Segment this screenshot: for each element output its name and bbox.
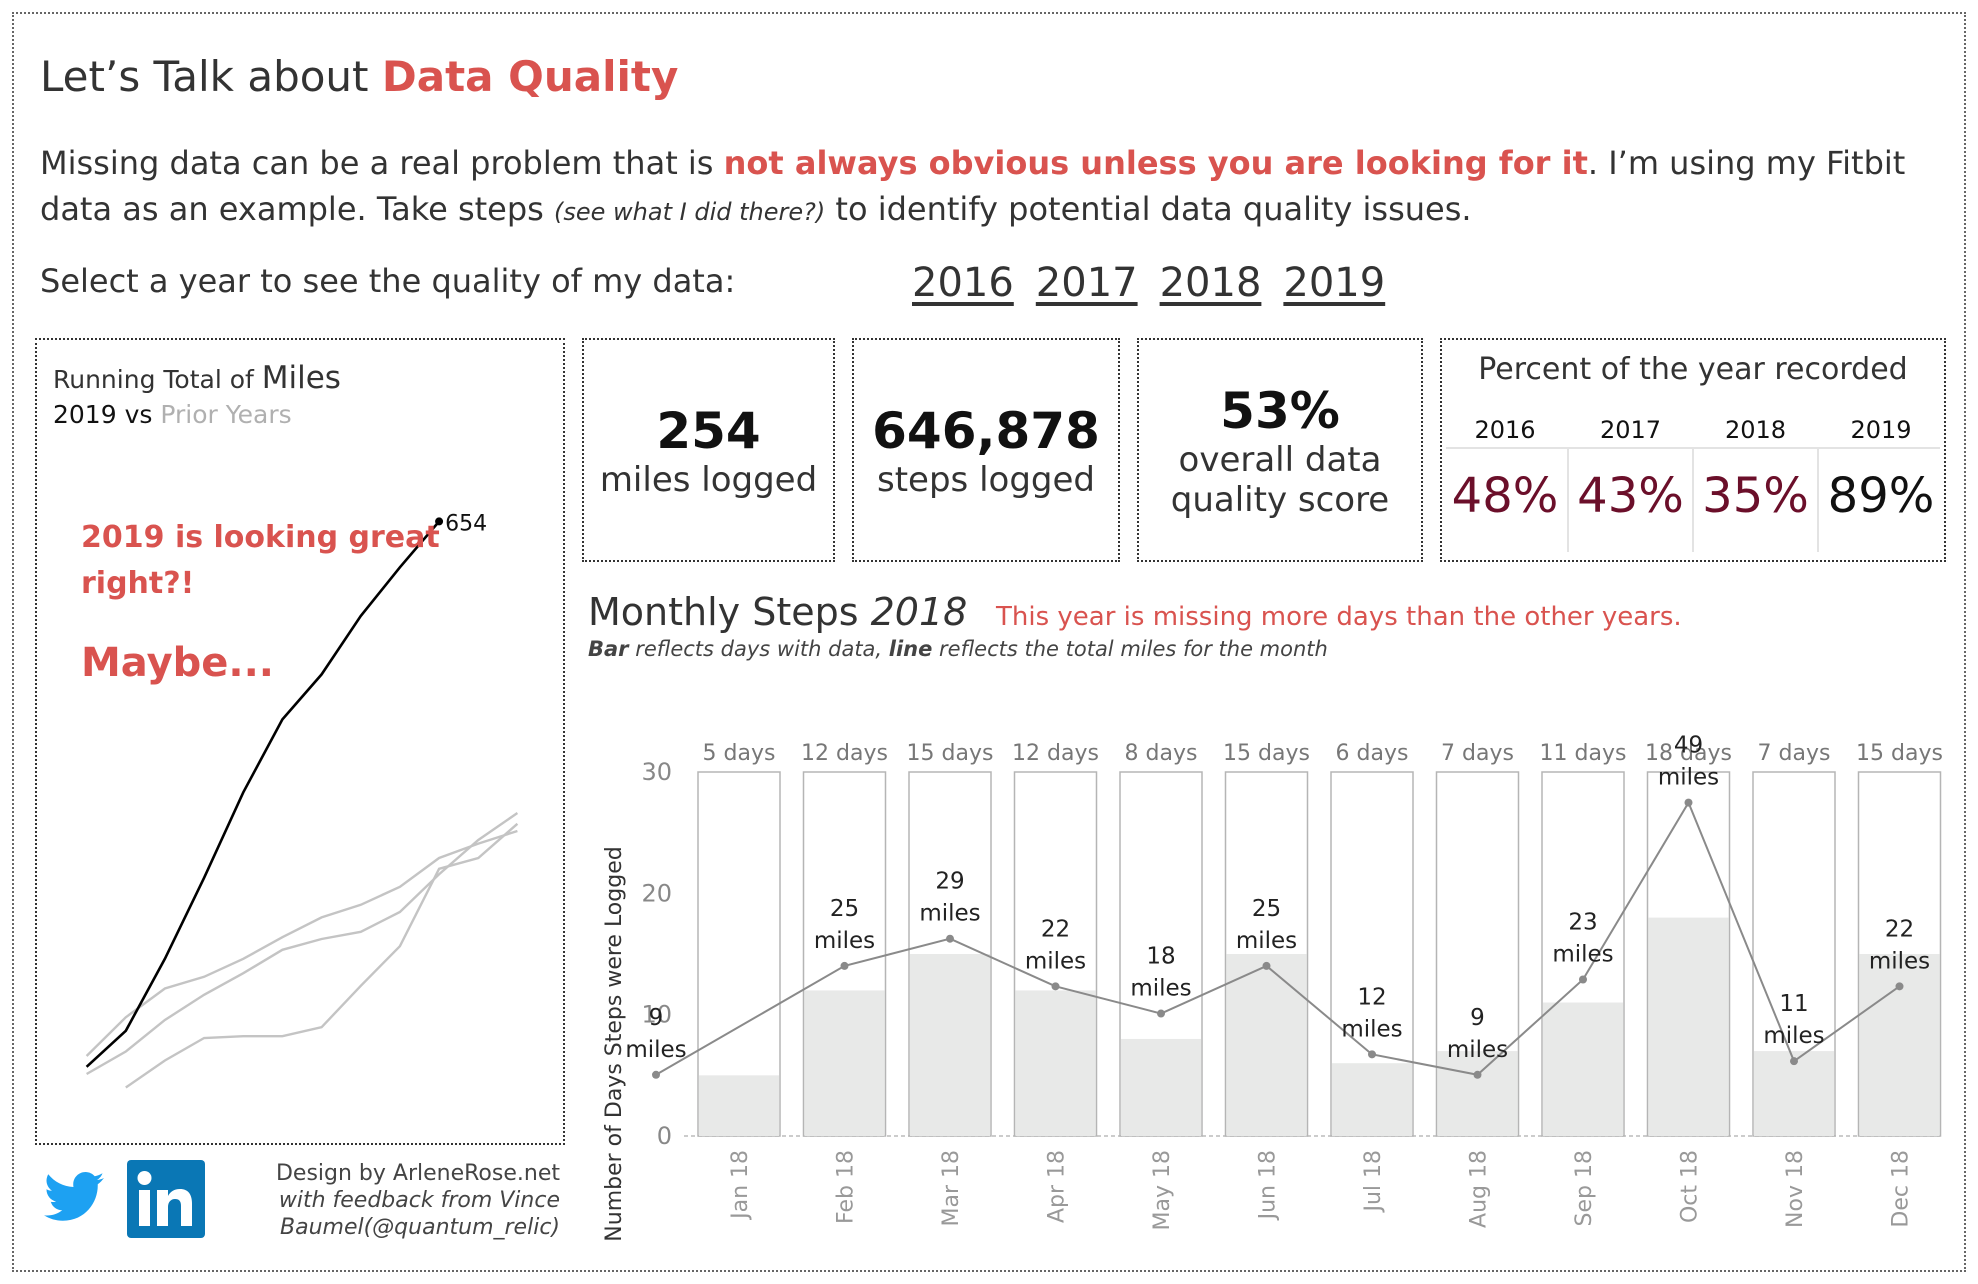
y-tick-label: 30: [641, 758, 672, 786]
x-tick-label: Sep 18: [1572, 1150, 1597, 1226]
miles-unit-label: miles: [1130, 976, 1191, 1002]
miles-value-label: 11: [1779, 991, 1808, 1017]
x-tick-label: Apr 18: [1045, 1150, 1070, 1223]
miles-unit-label: miles: [1025, 948, 1086, 974]
twitter-icon[interactable]: [44, 1172, 104, 1222]
miles-value-label: 25: [1252, 896, 1281, 922]
bar: [1649, 918, 1729, 1136]
footer-credit: Design by ArleneRose.net with feedback f…: [220, 1160, 560, 1241]
bar-days-label: 7 days: [1758, 741, 1831, 766]
bar: [910, 954, 990, 1136]
x-tick-label: Dec 18: [1889, 1150, 1914, 1228]
miles-point: [1263, 962, 1271, 970]
bar: [1438, 1051, 1518, 1136]
miles-point: [1896, 982, 1904, 990]
miles-point: [1474, 1071, 1482, 1079]
miles-value-label: 49: [1674, 733, 1703, 759]
x-tick-label: Aug 18: [1467, 1150, 1492, 1228]
linkedin-icon[interactable]: [127, 1160, 205, 1238]
bar: [1227, 954, 1307, 1136]
bar-days-label: 5 days: [703, 741, 776, 766]
x-tick-label: Mar 18: [939, 1150, 964, 1227]
miles-point: [1685, 799, 1693, 807]
bar-days-label: 8 days: [1125, 741, 1198, 766]
bar: [1332, 1063, 1412, 1136]
y-axis-title: Number of Days Steps were Logged: [602, 846, 627, 1241]
miles-unit-label: miles: [919, 901, 980, 927]
bar: [805, 990, 885, 1136]
miles-value-label: 9: [1470, 1005, 1485, 1031]
miles-unit-label: miles: [814, 928, 875, 954]
bar-days-label: 15 days: [907, 741, 994, 766]
miles-unit-label: miles: [1447, 1037, 1508, 1063]
miles-point: [1368, 1050, 1376, 1058]
miles-unit-label: miles: [1236, 928, 1297, 954]
x-tick-label: Jul 18: [1361, 1150, 1386, 1214]
bar-days-label: 6 days: [1336, 741, 1409, 766]
bar-days-label: 11 days: [1540, 741, 1627, 766]
y-tick-label: 0: [657, 1122, 672, 1150]
miles-point: [1790, 1057, 1798, 1065]
x-tick-label: Feb 18: [834, 1150, 859, 1224]
miles-unit-label: miles: [1341, 1016, 1402, 1042]
bar: [1016, 990, 1096, 1136]
miles-unit-label: miles: [1552, 942, 1613, 968]
credit-line-3: Baumel(@quantum_relic): [220, 1214, 560, 1241]
miles-value-label: 23: [1568, 910, 1597, 936]
miles-value-label: 18: [1146, 944, 1175, 970]
bar-days-label: 12 days: [1012, 741, 1099, 766]
miles-point: [841, 962, 849, 970]
x-tick-label: Nov 18: [1783, 1150, 1808, 1228]
miles-point: [652, 1071, 660, 1079]
miles-point: [1157, 1010, 1165, 1018]
miles-point: [1052, 982, 1060, 990]
miles-value-label: 22: [1885, 916, 1914, 942]
miles-unit-label: miles: [625, 1037, 686, 1063]
miles-unit-label: miles: [1763, 1023, 1824, 1049]
x-tick-label: May 18: [1150, 1150, 1175, 1230]
bar-days-label: 7 days: [1441, 741, 1514, 766]
bar-days-label: 15 days: [1856, 741, 1943, 766]
x-tick-label: Jan 18: [728, 1150, 753, 1221]
x-tick-label: Oct 18: [1678, 1150, 1703, 1223]
bar: [1543, 1003, 1623, 1136]
miles-value-label: 12: [1357, 984, 1386, 1010]
miles-value-label: 9: [649, 1005, 664, 1031]
miles-value-label: 25: [830, 896, 859, 922]
bar: [1860, 954, 1940, 1136]
x-tick-label: Jun 18: [1256, 1150, 1281, 1221]
credit-line-1: Design by ArleneRose.net: [220, 1160, 560, 1187]
bar: [699, 1075, 779, 1136]
miles-point: [946, 935, 954, 943]
miles-unit-label: miles: [1869, 948, 1930, 974]
miles-value-label: 29: [935, 869, 964, 895]
miles-point: [1579, 976, 1587, 984]
bar-days-label: 15 days: [1223, 741, 1310, 766]
credit-line-2: with feedback from Vince: [220, 1187, 560, 1214]
bar-days-label: 12 days: [801, 741, 888, 766]
bar: [1121, 1039, 1201, 1136]
y-tick-label: 20: [641, 879, 672, 907]
miles-unit-label: miles: [1658, 765, 1719, 791]
miles-value-label: 22: [1041, 916, 1070, 942]
